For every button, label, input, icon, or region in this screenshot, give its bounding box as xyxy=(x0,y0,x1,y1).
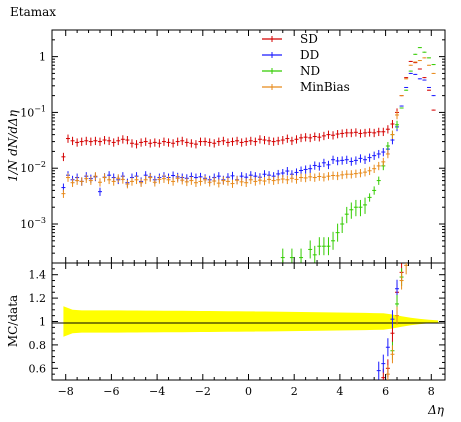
uncertainty-band-area xyxy=(63,306,439,337)
ratio-series-dd xyxy=(376,279,400,380)
legend: SD DD ND MinBias xyxy=(262,32,350,94)
y-tick-label: 1.4 xyxy=(29,269,47,282)
series-nd xyxy=(280,47,436,263)
x-axis: −8 −6 −4 −2 0 2 4 6 8 xyxy=(58,263,435,398)
ratio-uncertainty-band xyxy=(63,306,439,337)
x-tick-label: 6 xyxy=(382,385,389,398)
top-panel: 10−3 10−2 10−1 1 1/N dN/dΔη SD DD ND MinBias xyxy=(6,29,446,264)
y-tick-label: 10−3 xyxy=(20,216,46,231)
legend-label: SD xyxy=(300,32,318,46)
y-tick-label: 10−2 xyxy=(20,160,46,175)
x-tick-label: 0 xyxy=(245,385,252,398)
ratio-y-axis-label: MC/data xyxy=(6,295,20,347)
series-sd xyxy=(61,60,436,162)
series-dd xyxy=(61,72,436,196)
legend-label: ND xyxy=(300,64,320,78)
y-tick-label: 0.6 xyxy=(29,362,47,375)
legend-label: MinBias xyxy=(300,80,350,94)
x-axis-label: Δη xyxy=(427,403,445,417)
top-y-axis: 10−3 10−2 10−1 1 xyxy=(20,29,445,264)
ratio-series-minbias xyxy=(385,263,409,380)
top-series-group xyxy=(61,47,436,263)
y-tick-label: 0.8 xyxy=(29,339,47,352)
y-tick-label: 10−1 xyxy=(20,104,46,119)
y-tick-label: 1.2 xyxy=(29,292,47,305)
x-tick-label: −6 xyxy=(103,385,119,398)
x-tick-label: −8 xyxy=(58,385,74,398)
series-minbias xyxy=(61,57,436,198)
x-tick-label: 8 xyxy=(428,385,435,398)
x-tick-label: −4 xyxy=(149,385,165,398)
chart-title: Etamax xyxy=(10,5,56,19)
x-tick-label: 2 xyxy=(291,385,298,398)
ratio-panel: 0.6 0.8 1 1.2 1.4 −8 −6 −4 −2 0 2 4 6 8 MC/data xyxy=(6,262,446,398)
y-tick-label: 1 xyxy=(39,316,46,329)
ratio-y-axis: 0.6 0.8 1 1.2 1.4 xyxy=(29,262,445,381)
x-tick-label: −2 xyxy=(195,385,211,398)
legend-label: DD xyxy=(300,48,319,62)
ratio-series-group xyxy=(376,263,409,380)
y-tick-label: 1 xyxy=(39,51,46,64)
top-y-axis-label: 1/N dN/dΔη xyxy=(6,109,20,182)
x-tick-label: 4 xyxy=(336,385,343,398)
top-x-axis-ticks xyxy=(65,30,432,263)
